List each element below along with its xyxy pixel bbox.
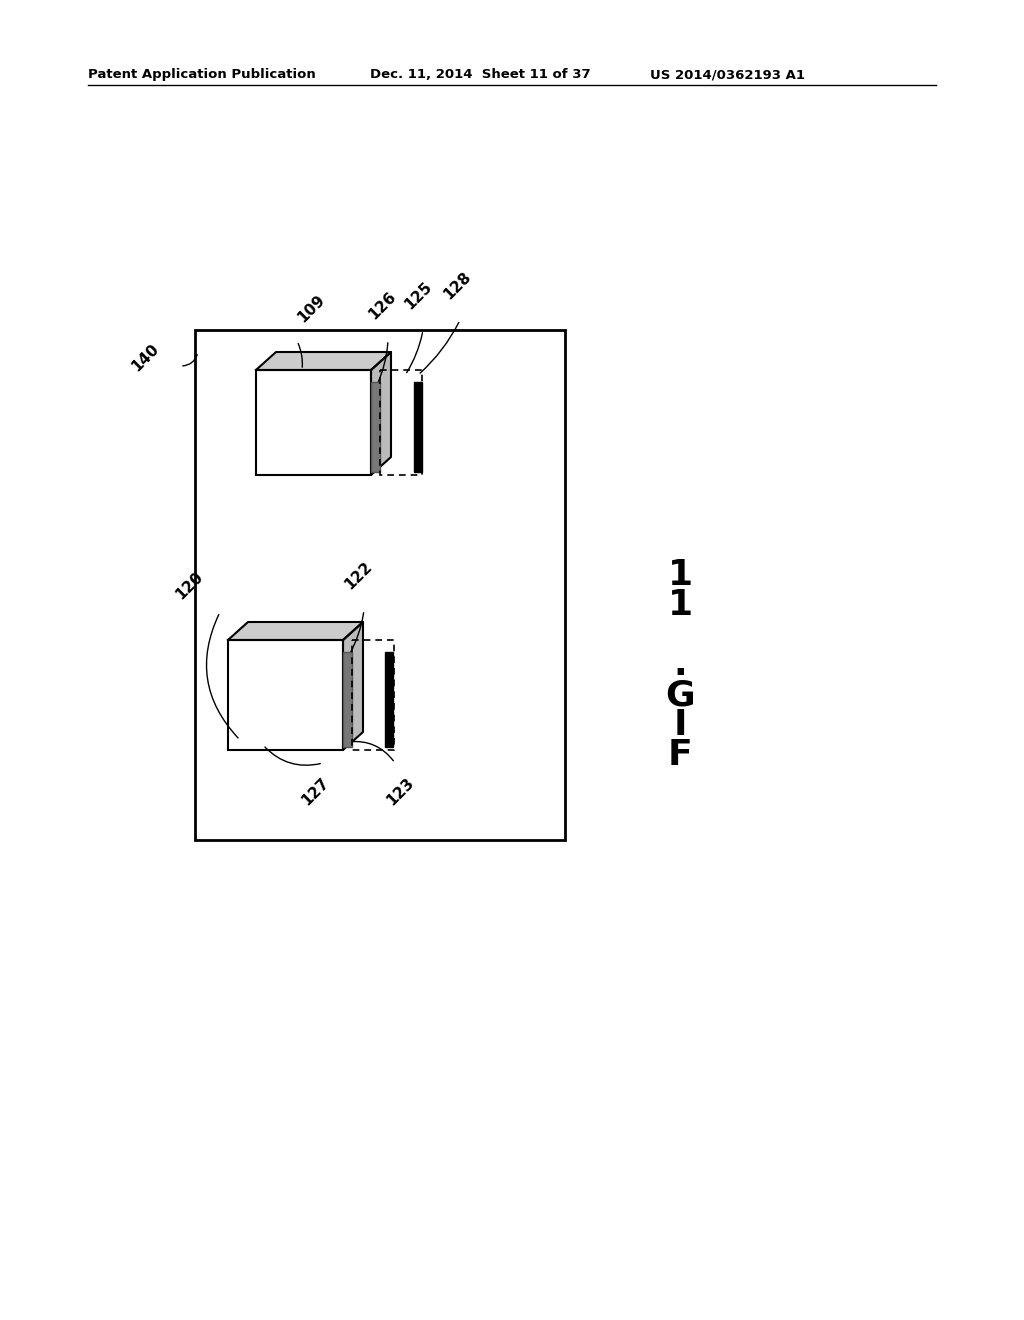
- Polygon shape: [371, 352, 391, 475]
- Bar: [385, 652, 393, 747]
- Text: I: I: [673, 708, 687, 742]
- Text: US 2014/0362193 A1: US 2014/0362193 A1: [650, 69, 805, 81]
- Bar: [352, 640, 394, 750]
- Text: 125: 125: [401, 279, 434, 312]
- Text: 120: 120: [173, 569, 206, 602]
- Polygon shape: [256, 352, 391, 370]
- Text: 123: 123: [383, 775, 417, 808]
- Text: 126: 126: [366, 289, 398, 322]
- Polygon shape: [343, 622, 362, 750]
- Bar: [414, 381, 422, 473]
- Text: .: .: [673, 648, 687, 682]
- Text: 1: 1: [668, 558, 692, 591]
- Bar: [371, 381, 380, 473]
- Text: 109: 109: [295, 292, 328, 325]
- Text: 1: 1: [668, 587, 692, 622]
- Text: Patent Application Publication: Patent Application Publication: [88, 69, 315, 81]
- Text: F: F: [668, 738, 692, 772]
- Text: 122: 122: [341, 558, 375, 591]
- Text: Dec. 11, 2014  Sheet 11 of 37: Dec. 11, 2014 Sheet 11 of 37: [370, 69, 591, 81]
- Bar: [195, 330, 565, 840]
- Text: 127: 127: [298, 775, 332, 808]
- Bar: [380, 370, 422, 475]
- Text: G: G: [666, 678, 695, 711]
- Bar: [343, 652, 352, 747]
- Text: 140: 140: [129, 342, 162, 375]
- Bar: [228, 640, 343, 750]
- Text: 128: 128: [440, 269, 473, 302]
- Bar: [256, 370, 371, 475]
- Polygon shape: [228, 622, 362, 640]
